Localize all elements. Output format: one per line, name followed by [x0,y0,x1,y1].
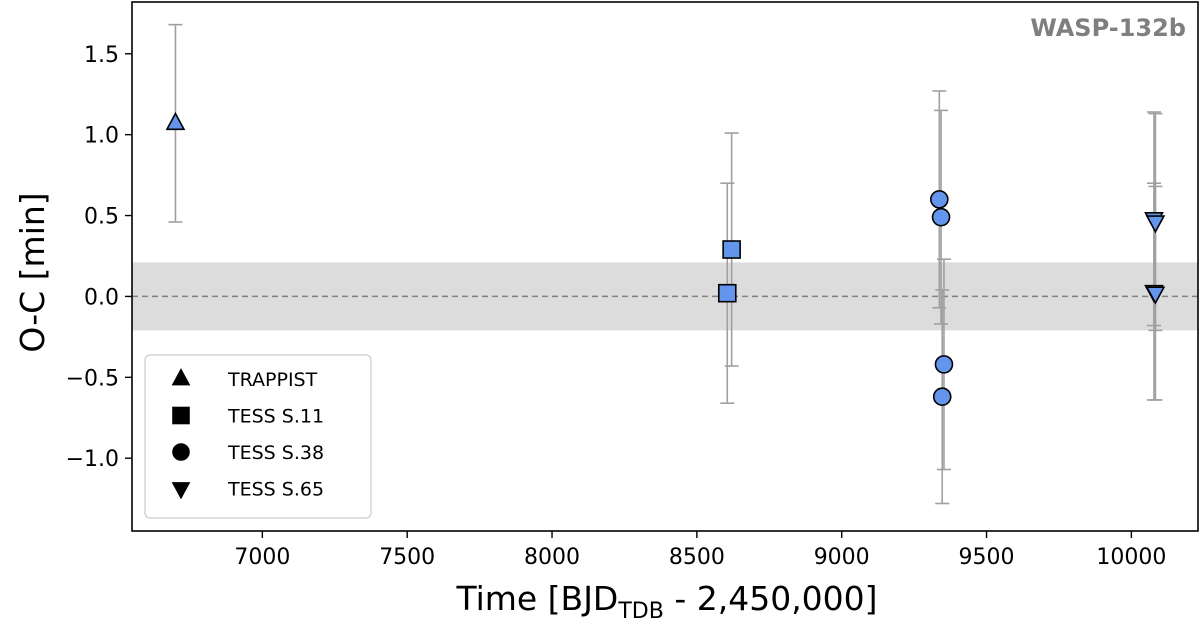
legend-marker-triangle-down [171,482,191,500]
data-point-circle [930,190,949,209]
x-axis-label: Time [BJDTDB - 2,450,000] [455,579,877,620]
data-point-square [722,240,741,259]
legend-entry: TESS S.11 [172,406,324,428]
x-tick-label: 7500 [379,545,435,570]
plot-frame [131,1,1199,532]
legend-marker-triangle-up [171,368,191,386]
x-tick-label: 7000 [234,545,290,570]
markers-layer [165,111,1166,407]
legend-label: TESS S.38 [227,442,324,464]
x-tick-label: 8000 [524,545,580,570]
y-tick-label: 1.0 [84,124,119,149]
y-tick-label: −0.5 [66,366,119,391]
data-point-circle [931,207,951,227]
legend-entry: TESS S.38 [172,442,324,464]
y-tick-label: 1.5 [84,43,119,68]
legend-box [144,354,372,519]
legend-label: TESS S.65 [227,479,324,501]
planet-name-annotation: WASP-132b [1030,14,1186,42]
legend-marker-square [172,406,190,425]
data-point-circle [932,387,952,407]
legend-entry: TRAPPIST [171,368,318,391]
x-axis-label-tail: - 2,450,000] [664,579,878,618]
data-point-triangle-down [1145,286,1166,305]
y-axis-ticks: −1.0 −0.5 0.0 0.5 1.0 1.5 [66,43,132,472]
x-axis-label-main: Time [BJD [455,579,618,618]
data-point-triangle-down [1145,215,1166,234]
legend-marker-circle [172,443,190,461]
data-point-square [717,283,737,303]
legend-label: TESS S.11 [227,406,324,428]
legend-label: TRAPPIST [227,369,318,391]
y-tick-label: 0.5 [84,205,119,230]
y-axis-label: O-C [min] [13,192,52,352]
legend-entry: TESS S.65 [171,479,324,501]
data-point-triangle-up [165,111,186,131]
data-point-circle [934,355,954,374]
x-tick-label: 9500 [959,545,1015,570]
x-tick-label: 9000 [814,545,870,570]
y-tick-label: −1.0 [66,447,119,472]
x-axis-label-subscript: TDB [617,599,663,620]
x-tick-label: 10000 [1096,545,1166,570]
y-tick-label: 0.0 [84,285,119,310]
legend-entries: TRAPPIST TESS S.11 TESS S.38 TESS S.65 [171,368,324,501]
legend: TRAPPIST TESS S.11 TESS S.38 TESS S.65 [144,354,372,519]
x-tick-label: 8500 [669,545,725,570]
x-axis-ticks: 7000 7500 8000 8500 9000 9500 10000 [234,531,1166,570]
